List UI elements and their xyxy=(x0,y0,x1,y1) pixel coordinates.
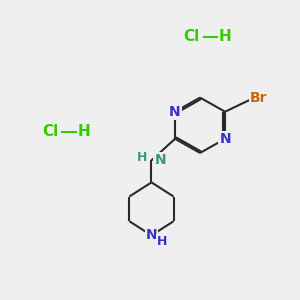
Text: H: H xyxy=(137,152,147,164)
Text: H: H xyxy=(77,124,90,139)
Text: H: H xyxy=(157,236,167,248)
Text: N: N xyxy=(154,153,166,167)
Text: H: H xyxy=(219,29,232,44)
Text: Cl: Cl xyxy=(42,124,58,139)
Text: Cl: Cl xyxy=(183,29,199,44)
Text: N: N xyxy=(219,132,231,146)
Text: Br: Br xyxy=(250,91,268,105)
Text: N: N xyxy=(169,105,181,119)
Text: N: N xyxy=(146,228,157,242)
